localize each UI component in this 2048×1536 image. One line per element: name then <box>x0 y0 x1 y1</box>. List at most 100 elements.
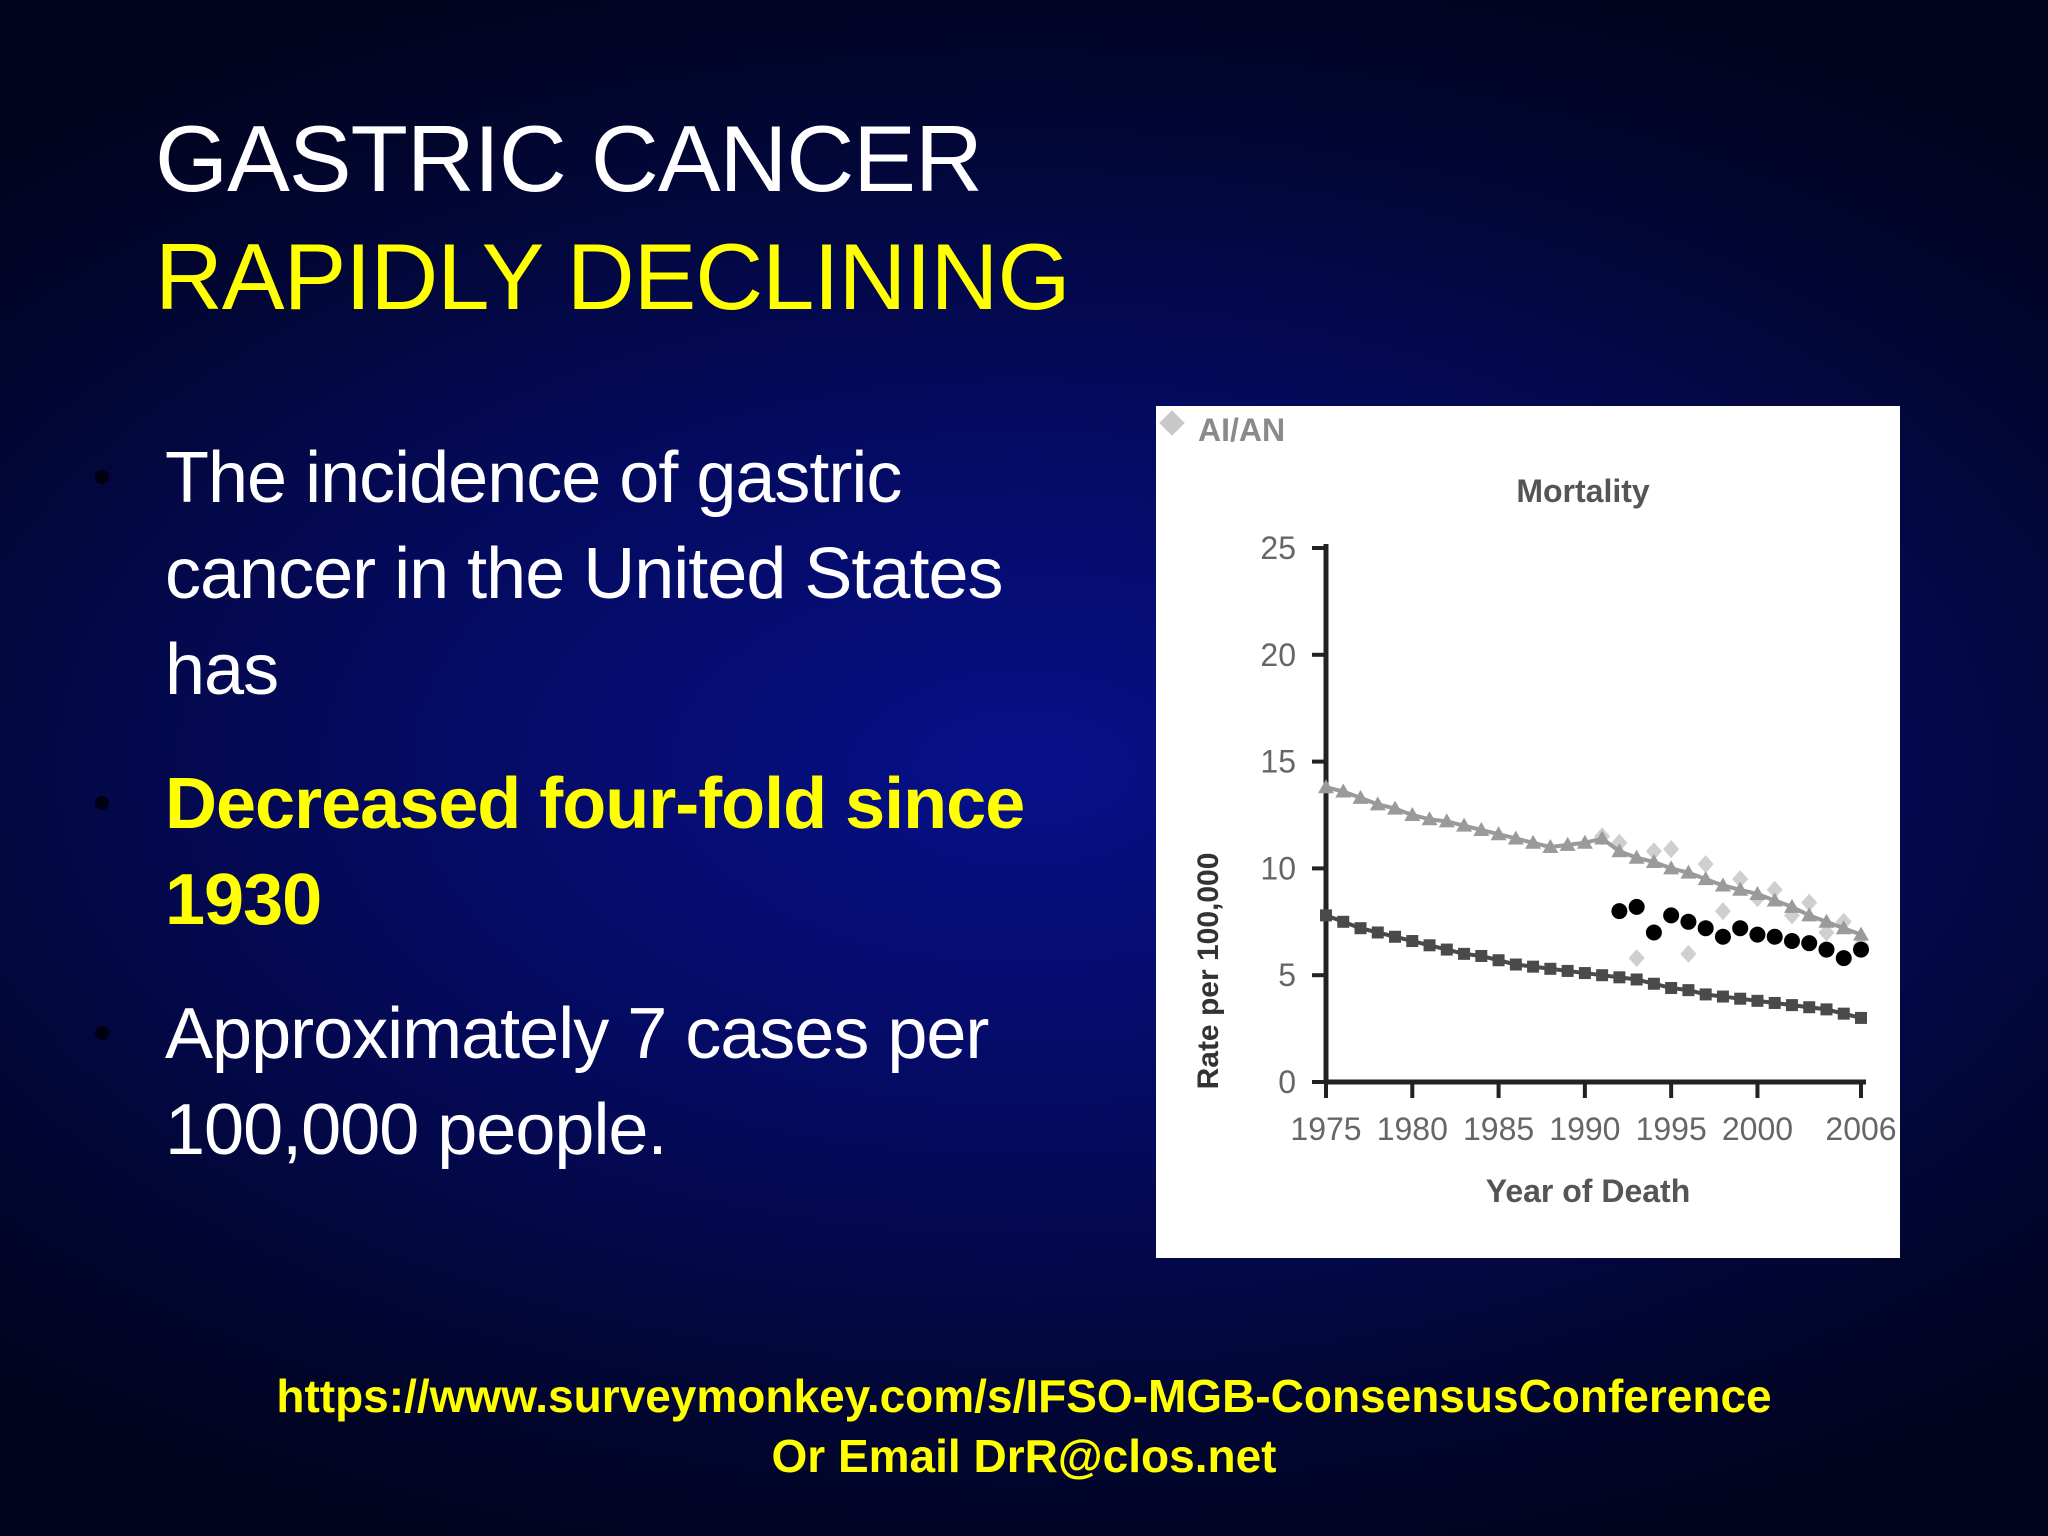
data-point <box>1680 913 1697 930</box>
data-point <box>1783 933 1800 950</box>
x-tick-label: 2000 <box>1722 1111 1793 1147</box>
data-point <box>1645 853 1662 868</box>
data-point <box>1404 807 1421 821</box>
data-point <box>1837 1007 1850 1020</box>
x-axis-label: Year of Death <box>1486 1173 1691 1209</box>
data-point <box>1663 860 1680 875</box>
data-point <box>1473 821 1490 836</box>
data-point <box>1751 994 1764 1007</box>
data-point <box>1663 907 1680 924</box>
data-point <box>1337 915 1350 928</box>
data-point <box>1371 926 1384 939</box>
data-point <box>1855 1011 1867 1024</box>
data-point <box>1714 928 1731 945</box>
data-point <box>1853 926 1869 941</box>
data-point <box>1613 971 1626 984</box>
bullet-dot-icon <box>95 470 109 484</box>
data-point <box>1665 982 1678 995</box>
data-point <box>1801 907 1818 922</box>
y-tick-label: 0 <box>1278 1064 1296 1100</box>
title-line-2: RAPIDLY DECLINING <box>155 224 1071 329</box>
data-point <box>1732 920 1749 937</box>
data-point <box>1734 992 1747 1005</box>
data-point <box>1766 880 1783 899</box>
data-point <box>1714 877 1731 892</box>
data-point <box>1611 903 1628 920</box>
survey-link[interactable]: https://www.surveymonkey.com/s/IFSO-MGB-… <box>276 1370 1772 1422</box>
data-point <box>1766 928 1783 945</box>
data-point <box>1318 779 1334 794</box>
data-point <box>1835 920 1852 935</box>
data-point <box>1544 962 1557 975</box>
data-point <box>1801 893 1818 912</box>
data-point <box>1440 943 1453 956</box>
contact-email[interactable]: Or Email DrR@clos.net <box>771 1430 1277 1482</box>
x-tick-label: 1975 <box>1290 1111 1361 1147</box>
data-point <box>1576 834 1593 849</box>
data-point <box>1785 999 1798 1012</box>
data-point <box>1596 969 1609 982</box>
data-point <box>1645 924 1662 941</box>
data-point <box>1628 898 1645 915</box>
data-point <box>1716 990 1729 1003</box>
bullet-text: Approximately 7 cases per 100,000 people… <box>165 994 989 1170</box>
data-point <box>1630 973 1643 986</box>
y-axis-label: Rate per 100,000 <box>1192 853 1225 1090</box>
data-point <box>1423 939 1436 952</box>
bullet-list: The incidence of gastric cancer in the U… <box>95 430 1115 1216</box>
bullet-text: The incidence of gastric cancer in the U… <box>165 438 1003 710</box>
data-point <box>1749 926 1766 943</box>
data-point <box>1354 922 1367 935</box>
data-point <box>1628 949 1645 968</box>
data-point <box>1835 950 1852 967</box>
data-point <box>1561 964 1574 977</box>
data-point <box>1732 870 1749 889</box>
data-point <box>1456 817 1473 832</box>
chart-title: Mortality <box>1516 473 1650 509</box>
series-line-1 <box>1325 913 1862 1020</box>
data-point <box>1335 783 1352 798</box>
data-point <box>1406 935 1419 948</box>
data-point <box>1801 935 1818 952</box>
data-point <box>1663 840 1680 859</box>
chart-canvas: AI/AN Mortality Year of Death Rate per 1… <box>1159 410 1897 1209</box>
data-point <box>1492 954 1505 967</box>
bullet-item: The incidence of gastric cancer in the U… <box>95 430 1115 718</box>
data-point <box>1766 892 1783 907</box>
data-point <box>1509 958 1522 971</box>
data-point <box>1768 996 1781 1009</box>
data-point <box>1647 977 1660 990</box>
data-point <box>1369 796 1386 811</box>
x-tick-label: 1990 <box>1549 1111 1620 1147</box>
bullet-dot-icon <box>95 796 109 810</box>
data-point <box>1559 836 1576 851</box>
data-point <box>1682 984 1695 997</box>
data-point <box>1594 830 1611 845</box>
data-point <box>1320 909 1332 922</box>
data-point <box>1818 941 1835 958</box>
x-tick-label: 2006 <box>1825 1111 1896 1147</box>
data-point <box>1699 988 1712 1001</box>
bullet-item-highlight: Decreased four-fold since 1930 <box>95 756 1115 948</box>
data-point <box>1732 881 1749 896</box>
footer: https://www.surveymonkey.com/s/IFSO-MGB-… <box>0 1366 2048 1486</box>
data-point <box>1352 789 1369 804</box>
slide-title: GASTRIC CANCER RAPIDLY DECLINING <box>155 100 1071 336</box>
data-point <box>1438 813 1455 828</box>
data-point <box>1697 855 1714 874</box>
data-point <box>1783 898 1800 913</box>
data-point <box>1803 1001 1816 1014</box>
data-point <box>1820 1003 1833 1016</box>
data-point <box>1507 830 1524 845</box>
x-tick-label: 1995 <box>1636 1111 1707 1147</box>
bullet-item: Approximately 7 cases per 100,000 people… <box>95 986 1115 1178</box>
data-point <box>1421 811 1438 826</box>
chart-marks <box>1318 779 1869 1024</box>
data-point <box>1490 826 1507 841</box>
data-point <box>1818 913 1835 928</box>
data-point <box>1714 902 1731 921</box>
data-point <box>1387 800 1404 815</box>
data-point <box>1680 864 1697 879</box>
title-line-1: GASTRIC CANCER <box>155 106 983 211</box>
data-point <box>1611 843 1628 858</box>
